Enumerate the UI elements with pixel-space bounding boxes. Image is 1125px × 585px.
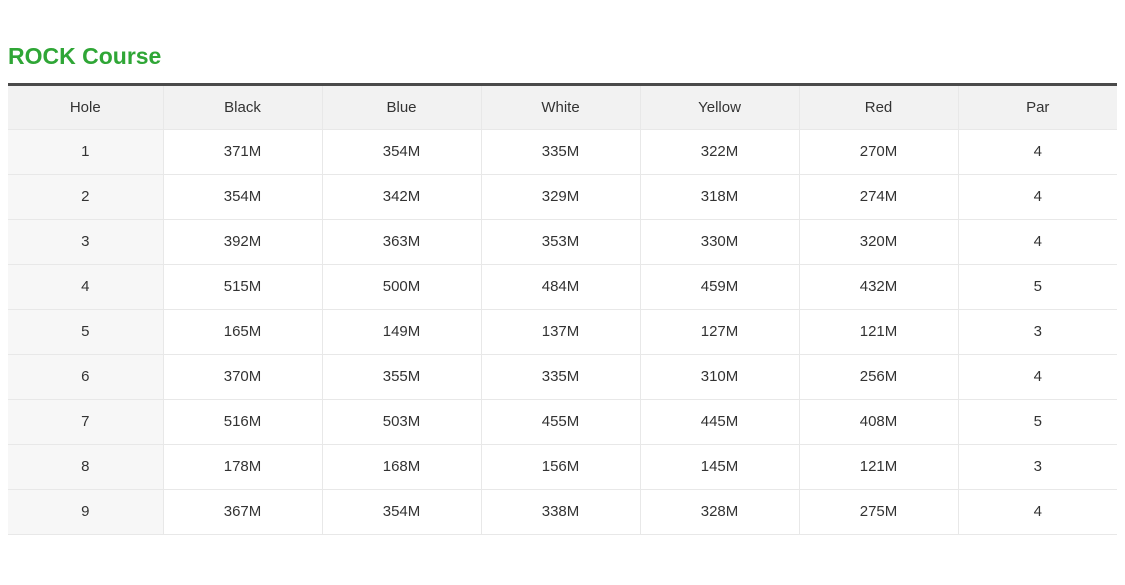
distance-cell: 335M: [480, 129, 641, 175]
hole-number-cell: 1: [8, 129, 164, 175]
distance-cell: 459M: [639, 264, 800, 310]
distance-cell: 275M: [798, 489, 959, 535]
hole-number-cell: 3: [8, 219, 164, 265]
distance-cell: 165M: [162, 309, 323, 355]
table-row: 7 516M 503M 455M 445M 408M 5: [8, 399, 1117, 445]
table-row: 6 370M 355M 335M 310M 256M 4: [8, 354, 1117, 400]
distance-cell: 432M: [798, 264, 959, 310]
course-distance-table: Hole Black Blue White Yellow Red Par 1 371M 354M…: [8, 82, 1117, 535]
hole-number-cell: 7: [8, 399, 164, 445]
table-body: 1 371M 354M 335M 322M 270M 4 2 354M 342M 329M 318M 2…: [8, 129, 1117, 535]
distance-cell: 329M: [480, 174, 641, 220]
distance-cell: 354M: [162, 174, 323, 220]
hole-number-cell: 8: [8, 444, 164, 490]
distance-cell: 338M: [480, 489, 641, 535]
column-header-red: Red: [798, 84, 959, 130]
distance-cell: 4: [957, 489, 1117, 535]
distance-cell: 353M: [480, 219, 641, 265]
column-header-hole: Hole: [8, 84, 164, 130]
distance-cell: 168M: [321, 444, 482, 490]
distance-cell: 363M: [321, 219, 482, 265]
distance-cell: 455M: [480, 399, 641, 445]
table-row: 2 354M 342M 329M 318M 274M 4: [8, 174, 1117, 220]
table-row: 3 392M 363M 353M 330M 320M 4: [8, 219, 1117, 265]
distance-cell: 320M: [798, 219, 959, 265]
distance-cell: 342M: [321, 174, 482, 220]
distance-cell: 370M: [162, 354, 323, 400]
hole-number-cell: 6: [8, 354, 164, 400]
distance-cell: 335M: [480, 354, 641, 400]
distance-cell: 3: [957, 444, 1117, 490]
distance-cell: 156M: [480, 444, 641, 490]
distance-cell: 145M: [639, 444, 800, 490]
distance-cell: 367M: [162, 489, 323, 535]
distance-cell: 445M: [639, 399, 800, 445]
distance-cell: 408M: [798, 399, 959, 445]
distance-cell: 318M: [639, 174, 800, 220]
hole-number-cell: 2: [8, 174, 164, 220]
column-header-blue: Blue: [321, 84, 482, 130]
distance-cell: 516M: [162, 399, 323, 445]
table-header-row: Hole Black Blue White Yellow Red Par: [8, 84, 1117, 130]
distance-cell: 4: [957, 219, 1117, 265]
column-header-par: Par: [957, 84, 1117, 130]
table-row: 4 515M 500M 484M 459M 432M 5: [8, 264, 1117, 310]
distance-cell: 121M: [798, 309, 959, 355]
distance-cell: 354M: [321, 489, 482, 535]
distance-cell: 330M: [639, 219, 800, 265]
distance-cell: 5: [957, 264, 1117, 310]
distance-cell: 4: [957, 174, 1117, 220]
distance-cell: 322M: [639, 129, 800, 175]
distance-cell: 503M: [321, 399, 482, 445]
distance-cell: 354M: [321, 129, 482, 175]
table-row: 9 367M 354M 338M 328M 275M 4: [8, 489, 1117, 535]
distance-cell: 4: [957, 354, 1117, 400]
column-header-white: White: [480, 84, 641, 130]
distance-cell: 515M: [162, 264, 323, 310]
column-header-yellow: Yellow: [639, 84, 800, 130]
distance-cell: 355M: [321, 354, 482, 400]
distance-cell: 3: [957, 309, 1117, 355]
table-header: Hole Black Blue White Yellow Red Par: [8, 84, 1117, 130]
distance-cell: 149M: [321, 309, 482, 355]
distance-cell: 484M: [480, 264, 641, 310]
distance-cell: 5: [957, 399, 1117, 445]
distance-cell: 270M: [798, 129, 959, 175]
column-header-black: Black: [162, 84, 323, 130]
distance-cell: 274M: [798, 174, 959, 220]
distance-cell: 4: [957, 129, 1117, 175]
hole-number-cell: 4: [8, 264, 164, 310]
hole-number-cell: 5: [8, 309, 164, 355]
distance-cell: 328M: [639, 489, 800, 535]
distance-cell: 256M: [798, 354, 959, 400]
distance-cell: 371M: [162, 129, 323, 175]
hole-number-cell: 9: [8, 489, 164, 535]
table-row: 1 371M 354M 335M 322M 270M 4: [8, 129, 1117, 175]
distance-cell: 392M: [162, 219, 323, 265]
distance-cell: 500M: [321, 264, 482, 310]
table-row: 5 165M 149M 137M 127M 121M 3: [8, 309, 1117, 355]
distance-cell: 137M: [480, 309, 641, 355]
distance-cell: 178M: [162, 444, 323, 490]
distance-cell: 310M: [639, 354, 800, 400]
distance-cell: 121M: [798, 444, 959, 490]
distance-cell: 127M: [639, 309, 800, 355]
table-row: 8 178M 168M 156M 145M 121M 3: [8, 444, 1117, 490]
page-title: ROCK Course: [8, 43, 162, 69]
